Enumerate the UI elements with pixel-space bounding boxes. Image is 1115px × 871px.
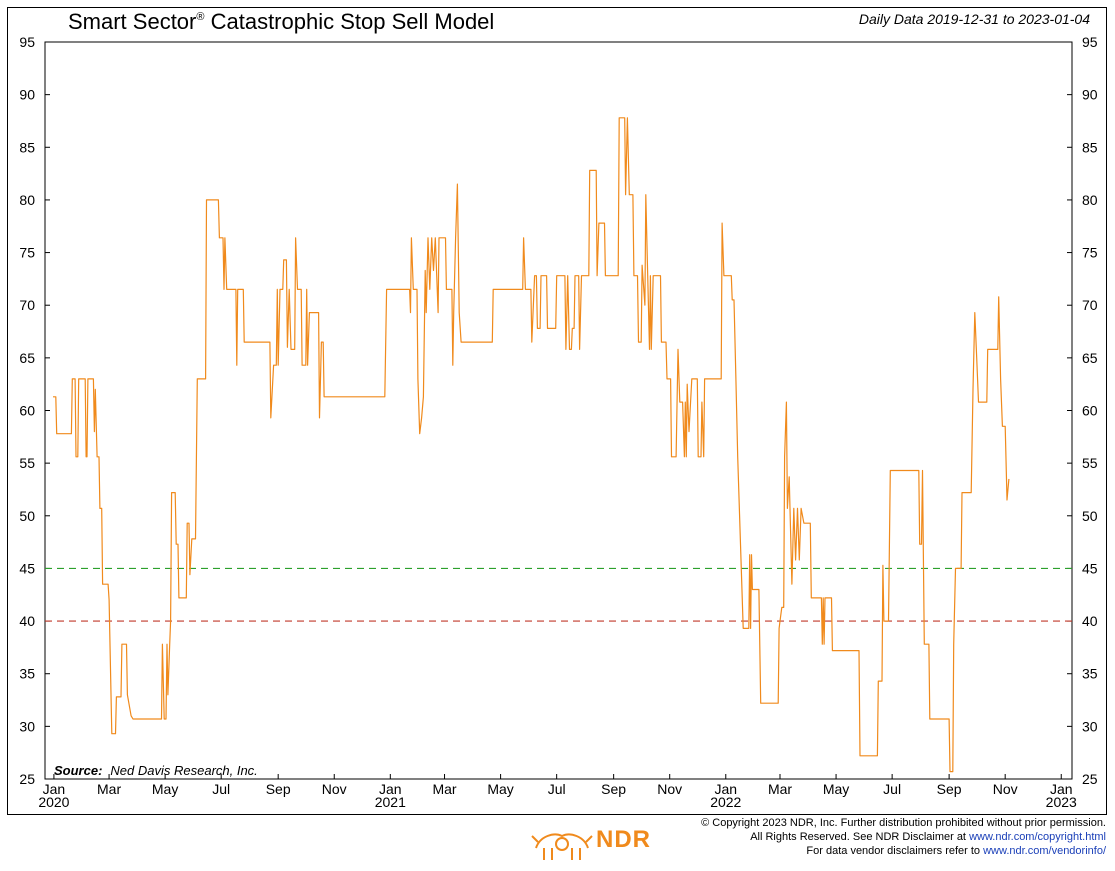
ndr-logo: NDR: [530, 818, 670, 866]
logo-text: NDR: [596, 826, 651, 853]
x-tick-label: May: [823, 781, 849, 797]
x-tick-label: Sep: [266, 781, 291, 797]
y-tick-label: 80: [1082, 192, 1098, 208]
y-tick-label: 25: [19, 771, 35, 787]
y-axis-left: 25 30 35 40 45 50 55 60 65 70 75 80 85 90 95: [19, 34, 50, 787]
y-tick-label: 95: [19, 34, 35, 50]
chart-title: Smart Sector® Catastrophic Stop Sell Mod…: [68, 9, 495, 34]
source-label: Source:: [54, 763, 103, 778]
y-tick-label: 60: [19, 403, 35, 419]
vendor-line: For data vendor disclaimers refer to www…: [806, 845, 1106, 857]
y-tick-label: 30: [19, 718, 35, 734]
x-tick-label: Jan: [379, 781, 402, 797]
x-tick-label: Sep: [937, 781, 962, 797]
y-tick-label: 75: [19, 245, 35, 261]
y-tick-label: 60: [1082, 403, 1098, 419]
x-tick-label: Sep: [601, 781, 626, 797]
chart-frame: [7, 7, 1107, 815]
y-tick-label: 25: [1082, 771, 1098, 787]
x-tick-label: Jul: [212, 781, 230, 797]
series-line: [53, 117, 1010, 773]
y-tick-label: 30: [1082, 718, 1098, 734]
y-tick-label: 70: [19, 297, 35, 313]
y-tick-label: 55: [19, 455, 35, 471]
y-tick-label: 65: [1082, 350, 1098, 366]
x-tick-label: Jan: [714, 781, 737, 797]
x-tick-year-label: 2020: [38, 794, 69, 810]
y-tick-label: 40: [19, 613, 35, 629]
x-tick-label: Nov: [657, 781, 682, 797]
y-tick-label: 70: [1082, 297, 1098, 313]
source-note: Source: Ned Davis Research, Inc.: [54, 763, 258, 778]
x-tick-year-label: 2023: [1046, 794, 1077, 810]
vendor-link[interactable]: www.ndr.com/vendorinfo/: [983, 845, 1106, 857]
reference-lines: [45, 567, 1072, 622]
copyright-line: © Copyright 2023 NDR, Inc. Further distr…: [701, 817, 1106, 829]
y-tick-label: 50: [19, 508, 35, 524]
x-tick-label: Mar: [432, 781, 456, 797]
x-tick-label: Jul: [883, 781, 901, 797]
y-tick-label: 35: [19, 666, 35, 682]
y-tick-label: 45: [1082, 560, 1098, 576]
y-tick-label: 35: [1082, 666, 1098, 682]
y-tick-label: 40: [1082, 613, 1098, 629]
y-tick-label: 85: [19, 139, 35, 155]
plot-area: [44, 41, 1073, 780]
bull-bear-icon: [531, 833, 593, 860]
x-tick-label: Jul: [548, 781, 566, 797]
disclaimer-line: All Rights Reserved. See NDR Disclaimer …: [750, 831, 1106, 843]
y-axis-right: 25 30 35 40 45 50 55 60 65 70 75 80 85 90 95: [1067, 34, 1098, 787]
y-tick-label: 45: [19, 560, 35, 576]
source-text: Ned Davis Research, Inc.: [110, 763, 258, 778]
x-tick-label: Mar: [768, 781, 792, 797]
x-tick-label: Jan: [43, 781, 66, 797]
copyright-footer: © Copyright 2023 NDR, Inc. Further distr…: [701, 816, 1106, 858]
y-tick-label: 85: [1082, 139, 1098, 155]
y-tick-label: 90: [1082, 87, 1098, 103]
x-tick-year-label: 2021: [375, 794, 406, 810]
y-tick-label: 55: [1082, 455, 1098, 471]
series-group: [53, 117, 1010, 773]
x-tick-label: Nov: [322, 781, 347, 797]
x-tick-label: Mar: [97, 781, 121, 797]
chart-subtitle: Daily Data 2019-12-31 to 2023-01-04: [858, 11, 1090, 27]
y-tick-label: 90: [19, 87, 35, 103]
x-tick-year-label: 2022: [710, 794, 741, 810]
y-tick-label: 50: [1082, 508, 1098, 524]
y-tick-label: 80: [19, 192, 35, 208]
x-tick-label: Jan: [1050, 781, 1073, 797]
y-tick-label: 95: [1082, 34, 1098, 50]
y-tick-label: 65: [19, 350, 35, 366]
x-tick-label: May: [152, 781, 178, 797]
x-tick-label: Nov: [993, 781, 1018, 797]
copyright-link[interactable]: www.ndr.com/copyright.html: [969, 831, 1106, 843]
y-tick-label: 75: [1082, 245, 1098, 261]
x-tick-label: May: [487, 781, 513, 797]
